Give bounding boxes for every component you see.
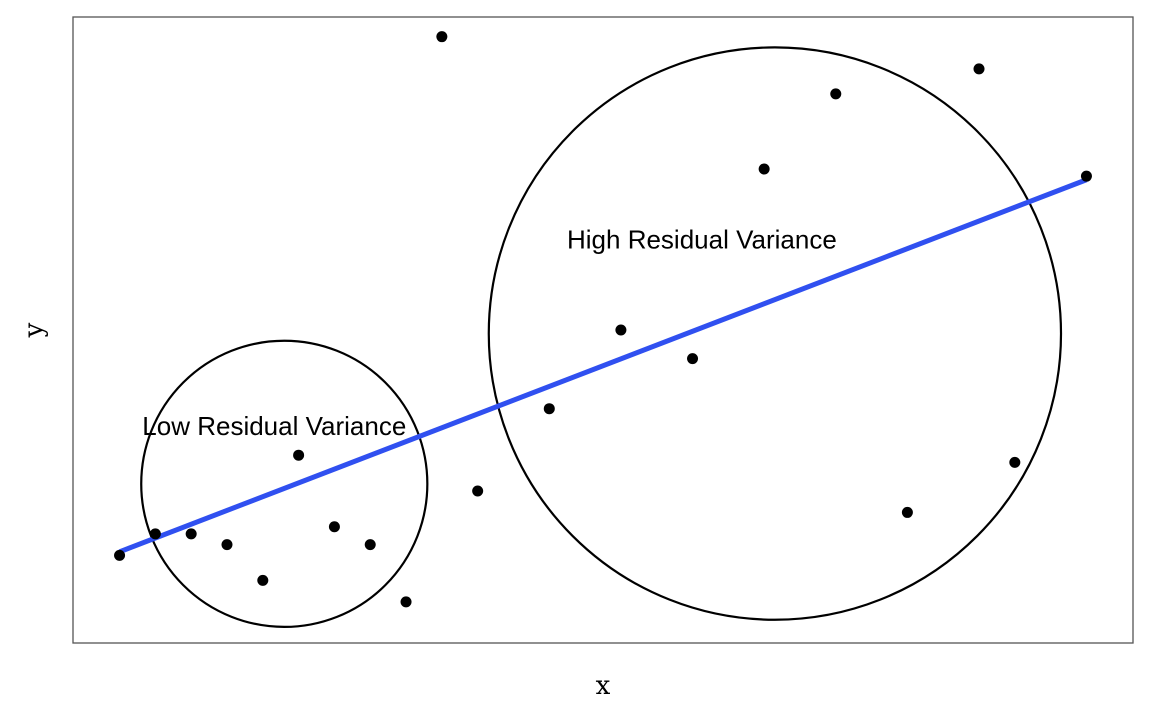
plot-panel bbox=[72, 16, 1134, 644]
data-point bbox=[543, 403, 555, 415]
data-point bbox=[149, 528, 161, 540]
region-labels: Low Residual Variance High Residual Varia… bbox=[142, 225, 836, 441]
region-label: High Residual Variance bbox=[567, 225, 837, 255]
region-circle bbox=[487, 46, 1063, 621]
data-point bbox=[687, 353, 699, 365]
trend-line-layer bbox=[118, 177, 1088, 555]
trend-line bbox=[118, 177, 1088, 555]
data-point bbox=[400, 596, 412, 608]
y-axis-title: y bbox=[19, 322, 49, 338]
region-circle bbox=[140, 339, 429, 629]
data-point bbox=[257, 574, 269, 586]
data-point bbox=[221, 539, 233, 551]
data-point bbox=[436, 31, 448, 43]
region-label: Low Residual Variance bbox=[142, 411, 406, 441]
data-point bbox=[328, 521, 340, 533]
data-point bbox=[472, 485, 484, 497]
data-point bbox=[293, 449, 305, 461]
region-circles bbox=[140, 46, 1063, 629]
data-point bbox=[615, 324, 627, 336]
data-point bbox=[830, 88, 842, 100]
data-point bbox=[1009, 456, 1021, 468]
points-layer bbox=[114, 31, 1092, 608]
data-point bbox=[1080, 170, 1092, 182]
data-point bbox=[364, 539, 376, 551]
data-point bbox=[973, 63, 985, 75]
data-point bbox=[758, 163, 770, 175]
data-point bbox=[114, 549, 126, 561]
x-axis-title: x bbox=[596, 671, 611, 701]
data-point bbox=[185, 528, 197, 540]
data-point bbox=[901, 506, 913, 518]
